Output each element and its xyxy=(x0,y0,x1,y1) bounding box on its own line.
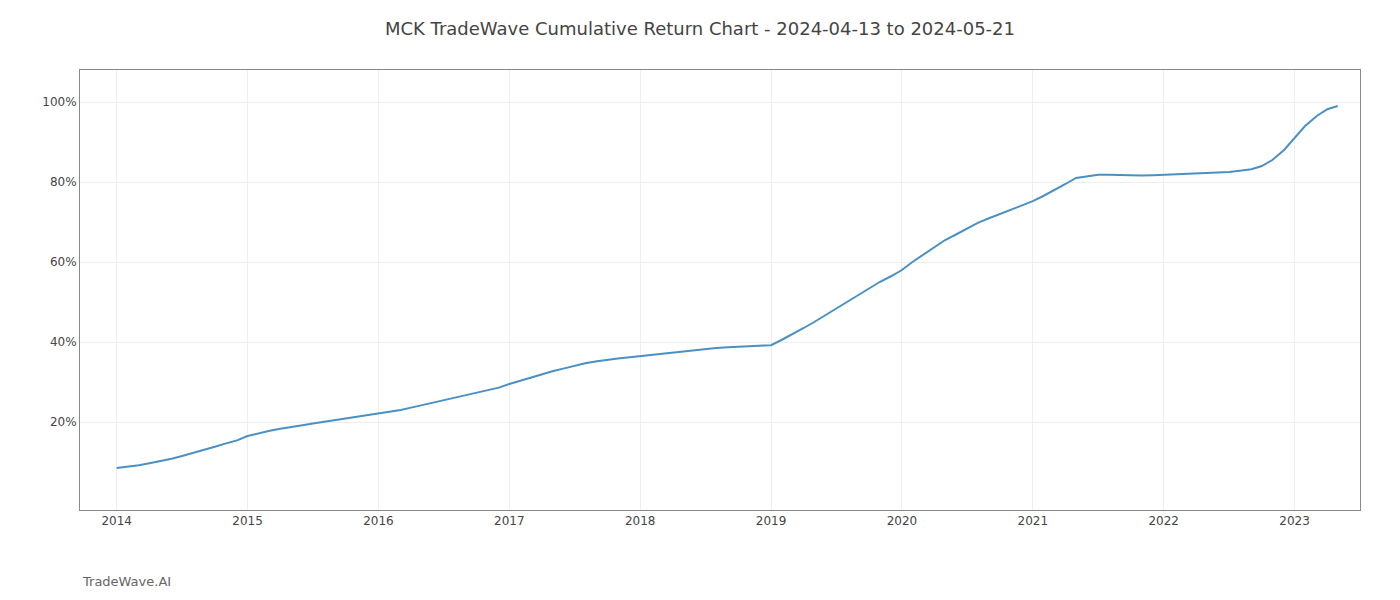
svg-text:2022: 2022 xyxy=(1148,514,1179,528)
svg-text:2017: 2017 xyxy=(494,514,525,528)
svg-text:60%: 60% xyxy=(50,255,77,269)
svg-text:2021: 2021 xyxy=(1018,514,1049,528)
svg-text:40%: 40% xyxy=(50,335,77,349)
svg-text:2023: 2023 xyxy=(1279,514,1310,528)
svg-text:2018: 2018 xyxy=(625,514,656,528)
svg-text:2016: 2016 xyxy=(363,514,394,528)
svg-text:2015: 2015 xyxy=(232,514,263,528)
svg-text:TradeWave.AI: TradeWave.AI xyxy=(82,574,171,589)
svg-text:80%: 80% xyxy=(50,175,77,189)
svg-text:2019: 2019 xyxy=(756,514,787,528)
svg-text:2014: 2014 xyxy=(101,514,132,528)
svg-text:2020: 2020 xyxy=(887,514,918,528)
svg-text:100%: 100% xyxy=(42,95,76,109)
svg-text:MCK TradeWave Cumulative Retur: MCK TradeWave Cumulative Return Chart - … xyxy=(385,18,1015,39)
svg-text:20%: 20% xyxy=(50,415,77,429)
